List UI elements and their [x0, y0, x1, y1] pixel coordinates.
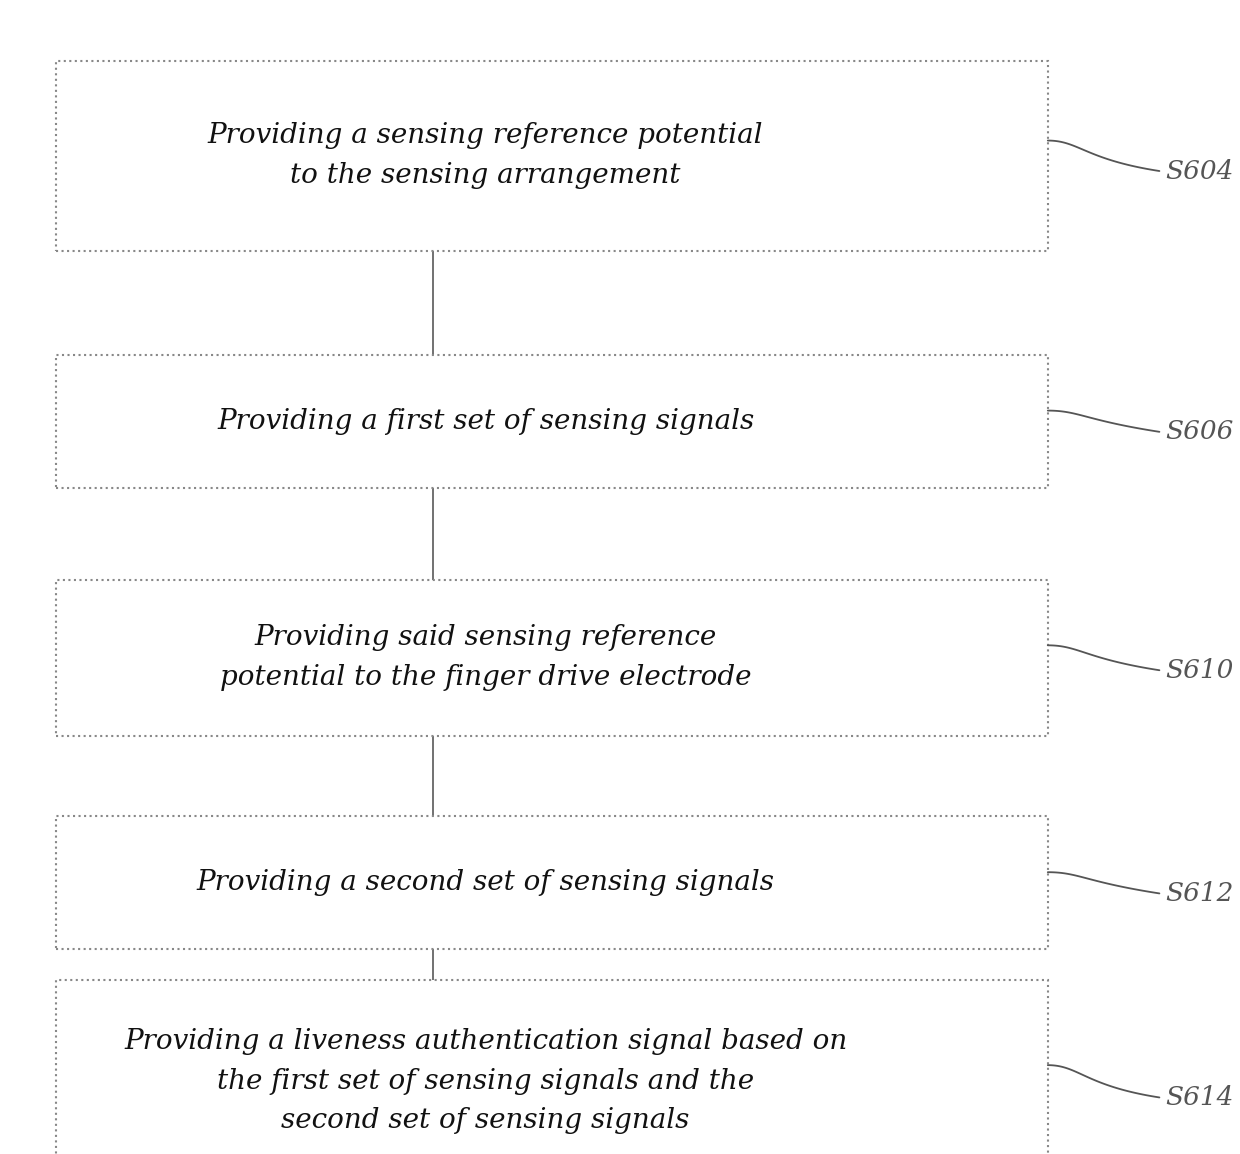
Text: S612: S612	[1166, 881, 1234, 906]
Text: S606: S606	[1166, 419, 1234, 444]
FancyBboxPatch shape	[56, 981, 1048, 1154]
Text: Providing a sensing reference potential
to the sensing arrangement: Providing a sensing reference potential …	[208, 122, 764, 189]
FancyBboxPatch shape	[56, 355, 1048, 487]
Text: Providing a liveness authentication signal based on
the first set of sensing sig: Providing a liveness authentication sign…	[124, 1028, 847, 1134]
Text: Providing a second set of sensing signals: Providing a second set of sensing signal…	[197, 869, 775, 897]
Text: Providing said sensing reference
potential to the finger drive electrode: Providing said sensing reference potenti…	[219, 624, 751, 691]
Text: S610: S610	[1166, 658, 1234, 683]
FancyBboxPatch shape	[56, 817, 1048, 949]
Text: S614: S614	[1166, 1085, 1234, 1110]
Text: Providing a first set of sensing signals: Providing a first set of sensing signals	[217, 407, 754, 435]
FancyBboxPatch shape	[56, 579, 1048, 736]
Text: S604: S604	[1166, 158, 1234, 183]
FancyBboxPatch shape	[56, 61, 1048, 252]
